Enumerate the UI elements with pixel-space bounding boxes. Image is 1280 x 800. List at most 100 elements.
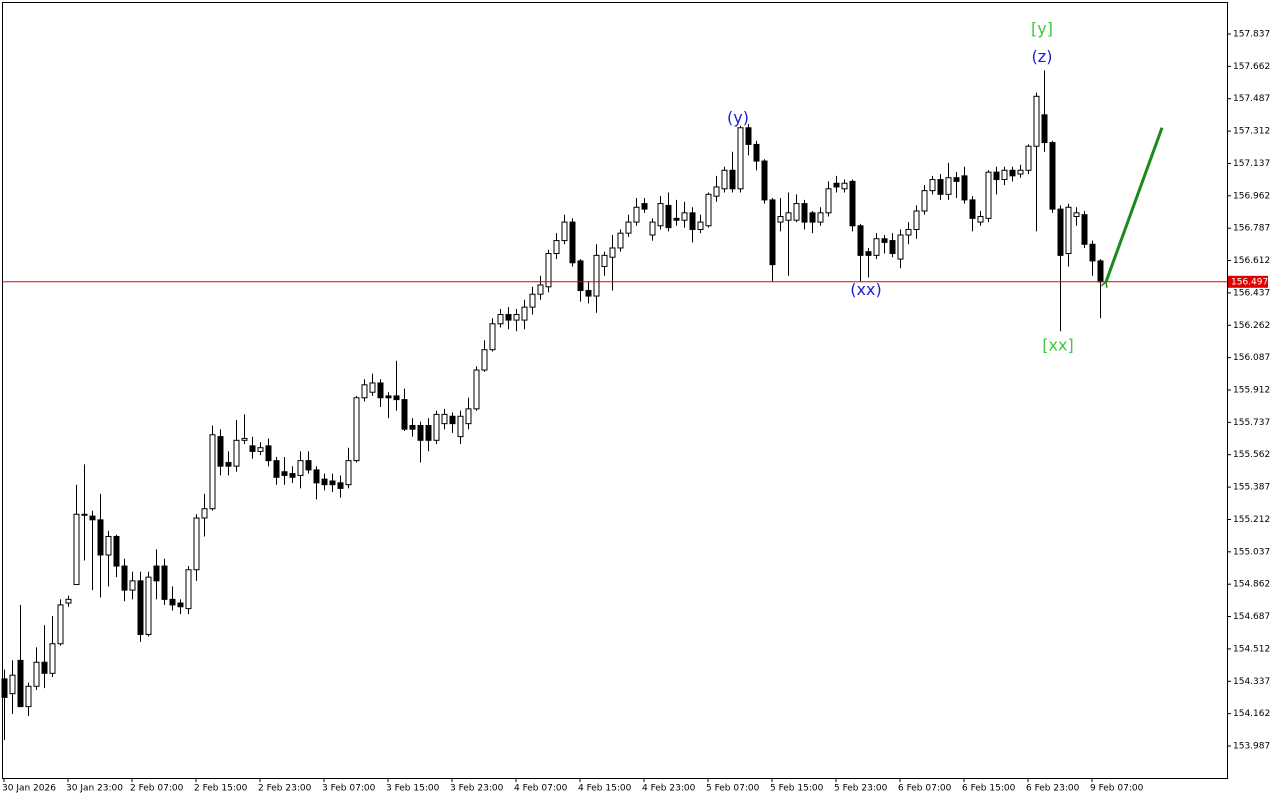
candle-body [225,461,232,467]
candle-body [369,382,376,393]
candle-body [585,290,592,297]
y-tick-label: 157.837 [1233,29,1270,39]
candle-body [849,180,856,227]
candle-body [289,473,296,478]
y-tick-label: 156.262 [1233,321,1270,331]
candle-body [697,221,704,230]
candle-body [521,306,528,321]
y-tick-label: 154.337 [1233,677,1270,687]
candle-body [1001,169,1008,181]
y-tick-label: 153.987 [1233,742,1270,752]
y-tick-label: 156.962 [1233,191,1270,201]
y-tick-label: 155.737 [1233,418,1270,428]
candle-body [9,674,16,695]
candle-body [473,369,480,410]
candle-body [937,179,944,195]
candle-body [1089,243,1096,262]
y-tick-label: 154.862 [1233,580,1270,590]
candle-body [17,659,24,708]
candle-body [385,395,392,399]
candle-body [841,182,848,190]
y-tick-label: 157.662 [1233,62,1270,72]
candle-body [1009,169,1016,177]
candle-body [441,413,448,425]
x-tick-label: 30 Jan 2026 [2,784,56,794]
candle-body [161,565,168,600]
candle-body [273,460,280,478]
candle-body [33,661,40,687]
candle-body [265,445,272,462]
candle-body [865,251,872,256]
candle-body [777,216,784,223]
candle-body [153,565,160,582]
candle-body [305,460,312,471]
candle-body [737,127,744,190]
x-tick-label: 4 Feb 23:00 [642,784,696,794]
candle-body [89,515,96,521]
candle-body [409,425,416,430]
candle-body [833,182,840,188]
candle-body [729,169,736,190]
x-tick-label: 9 Feb 07:00 [1090,784,1144,794]
candle-body [1041,114,1048,144]
candle-body [761,160,768,201]
candle-body [561,221,568,242]
y-tick-label: 156.437 [1233,288,1270,298]
candle-body [945,177,952,195]
x-tick-label: 3 Feb 23:00 [450,784,504,794]
y-tick-label: 157.137 [1233,159,1270,169]
candle-body [745,127,752,145]
candle-body [137,580,144,635]
candle-body [537,284,544,295]
x-tick-label: 5 Feb 23:00 [834,784,888,794]
price-label-box [1228,275,1268,288]
candle-body [57,604,64,645]
candle-body [457,415,464,438]
candle-body [905,228,912,236]
candle-body [1049,142,1056,210]
candle-body [169,598,176,606]
candle-body [665,204,672,229]
wave-label: (y) [727,108,749,127]
candle-body [105,535,112,556]
candle-body [897,234,904,260]
candle-body [801,203,808,223]
candle-body [713,186,720,197]
candle-body [625,221,632,234]
x-tick-label: 5 Feb 07:00 [706,784,760,794]
y-tick-label: 154.512 [1233,644,1270,654]
candle-body [361,384,368,399]
x-tick-label: 2 Feb 15:00 [194,784,248,794]
candle-body [25,685,32,708]
candle-body [97,519,104,556]
candle-body [969,199,976,219]
candle-body [193,517,200,571]
candle-body [321,478,328,486]
price-label: 156.497 [1231,277,1268,287]
candle-body [873,238,880,256]
candle-body [953,177,960,182]
y-tick-label: 155.912 [1233,386,1270,396]
candle-body [65,598,72,604]
candle-body [337,482,344,489]
candle-body [1081,214,1088,245]
candle-body [345,460,352,486]
candle-body [353,397,360,462]
wave-label: [xx] [1042,335,1073,354]
candle-body [633,206,640,223]
candle-body [433,413,440,441]
candle-body [993,171,1000,181]
candle-body [129,580,136,591]
x-tick-label: 3 Feb 07:00 [322,784,376,794]
wave-label: (xx) [850,280,881,299]
candle-body [185,569,192,610]
candle-body [961,175,968,201]
candle-body [513,314,520,321]
candle-body [1057,208,1064,256]
candle-body [921,190,928,212]
candle-body [49,643,56,674]
wave-label: [y] [1031,19,1053,38]
x-tick-label: 4 Feb 15:00 [578,784,632,794]
x-tick-label: 6 Feb 23:00 [1026,784,1080,794]
